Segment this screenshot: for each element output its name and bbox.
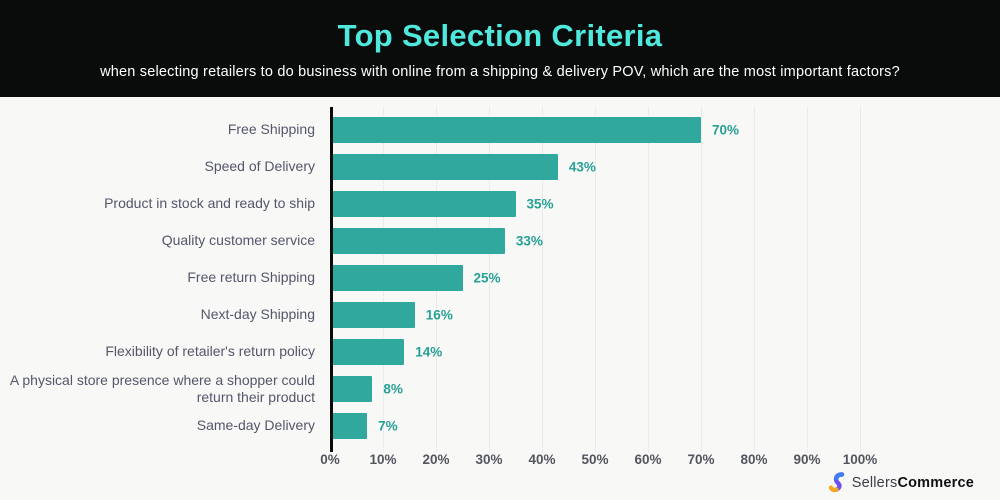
gridline <box>807 107 808 452</box>
bar-row: Next-day Shipping 16% <box>0 296 1000 333</box>
bar-row: Free return Shipping 25% <box>0 259 1000 296</box>
x-tick-label: 40% <box>528 452 556 467</box>
sellerscommerce-logo-icon <box>828 472 844 493</box>
x-tick-label: 60% <box>634 452 662 467</box>
brand-name: SellersCommerce <box>851 475 974 491</box>
gridline <box>542 107 543 452</box>
bar <box>330 264 463 291</box>
bar-label: Next-day Shipping <box>200 306 315 323</box>
bar <box>330 375 373 402</box>
bar-value: 8% <box>383 381 403 396</box>
bar-value: 25% <box>473 270 501 285</box>
bar-row: Speed of Delivery 43% <box>0 148 1000 185</box>
x-tick-label: 80% <box>740 452 768 467</box>
x-tick-label: 0% <box>320 452 340 467</box>
gridline <box>754 107 755 452</box>
page-subtitle: when selecting retailers to do business … <box>100 63 900 80</box>
bar <box>330 116 701 143</box>
page-title: Top Selection Criteria <box>337 17 663 53</box>
bar-track: 16% <box>330 301 860 328</box>
x-tick-label: 90% <box>793 452 821 467</box>
bar-rows: Free Shipping 70% Speed of Delivery 43% Prod… <box>0 97 1000 444</box>
bar <box>330 227 505 254</box>
bar <box>330 412 368 439</box>
bar-label: A physical store presence where a shoppe… <box>9 371 315 405</box>
bar-track: 25% <box>330 264 860 291</box>
bar-label: Speed of Delivery <box>204 158 315 175</box>
bar-label: Same-day Delivery <box>196 417 315 434</box>
bar-value: 70% <box>712 122 740 137</box>
bar-track: 70% <box>330 116 860 143</box>
bar-row: Same-day Delivery 7% <box>0 407 1000 444</box>
bar-row: Quality customer service 33% <box>0 222 1000 259</box>
y-axis-line <box>330 107 333 452</box>
bar-label: Free return Shipping <box>187 269 315 286</box>
bar <box>330 153 558 180</box>
bar-label: Flexibility of retailer's return policy <box>105 343 315 360</box>
x-tick-label: 30% <box>475 452 503 467</box>
bar-row: Product in stock and ready to ship 35% <box>0 185 1000 222</box>
bar <box>330 190 516 217</box>
bar-value: 14% <box>415 344 443 359</box>
bar-track: 33% <box>330 227 860 254</box>
x-tick-label: 70% <box>687 452 715 467</box>
x-tick-label: 50% <box>581 452 609 467</box>
bar-row: A physical store presence where a shoppe… <box>0 370 1000 407</box>
bar-row: Free Shipping 70% <box>0 111 1000 148</box>
gridline <box>701 107 702 452</box>
bar-label: Free Shipping <box>227 121 315 138</box>
bar-chart: Free Shipping 70% Speed of Delivery 43% Prod… <box>0 97 1000 500</box>
bar-value: 35% <box>526 196 554 211</box>
x-axis: 0% 10% 20% 30% 40% 50% 60% 70% 80% 90% 100% <box>320 452 877 474</box>
bar-track: 14% <box>330 338 860 365</box>
bar-value: 33% <box>515 233 543 248</box>
bar-track: 7% <box>330 412 860 439</box>
gridline <box>489 107 490 452</box>
gridline <box>648 107 649 452</box>
bar <box>330 338 405 365</box>
gridline <box>595 107 596 452</box>
bar-value: 43% <box>568 159 596 174</box>
x-tick-label: 100% <box>842 452 878 467</box>
bar-track: 43% <box>330 153 860 180</box>
bar-row: Flexibility of retailer's return policy 1… <box>0 333 1000 370</box>
header: Top Selection Criteria when selecting re… <box>0 0 1000 97</box>
bar-value: 7% <box>378 418 398 433</box>
bar-value: 16% <box>425 307 453 322</box>
bar-track: 35% <box>330 190 860 217</box>
bar-label: Product in stock and ready to ship <box>104 195 315 212</box>
bar-track: 8% <box>330 375 860 402</box>
brand-logo: SellersCommerce <box>827 472 974 494</box>
x-tick-label: 10% <box>369 452 397 467</box>
gridline <box>860 107 861 452</box>
x-tick-label: 20% <box>422 452 450 467</box>
bar-label: Quality customer service <box>161 232 315 249</box>
bar <box>330 301 415 328</box>
